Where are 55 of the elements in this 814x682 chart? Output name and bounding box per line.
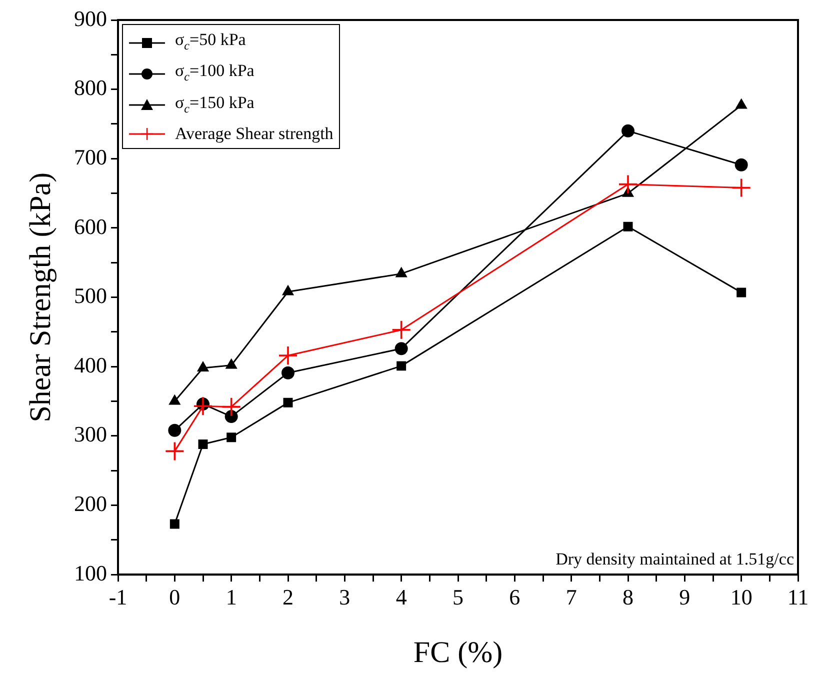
x-tick-label: 2 — [282, 584, 294, 610]
point — [282, 285, 294, 296]
x-tick-label: 5 — [452, 584, 464, 610]
point — [197, 362, 209, 372]
y-tick-label: 200 — [74, 491, 107, 516]
annotation: Dry density maintained at 1.51g/cc — [556, 550, 794, 569]
y-tick-label: 300 — [74, 422, 107, 447]
point — [618, 174, 638, 194]
x-tick-label: 1 — [226, 584, 237, 610]
x-tick-label: -1 — [108, 584, 128, 610]
point — [221, 396, 242, 417]
point — [731, 178, 752, 198]
y-tick-label: 100 — [74, 560, 107, 586]
y-tick-label: 900 — [74, 6, 107, 31]
x-tick-label: 8 — [622, 584, 634, 610]
x-tick-label: 7 — [566, 584, 577, 610]
point — [226, 432, 236, 442]
point — [278, 346, 298, 366]
x-tick-label: 11 — [787, 584, 809, 610]
legend-label: σ$_{c}$=50 kPa — [175, 29, 246, 54]
x-tick-label: 9 — [679, 584, 690, 610]
y-tick-label: 500 — [74, 283, 107, 308]
point — [734, 158, 748, 172]
y-tick-label: 400 — [74, 352, 107, 378]
point — [198, 440, 208, 450]
point — [736, 98, 748, 109]
x-tick-label: 6 — [509, 584, 520, 610]
point — [622, 124, 634, 138]
point — [736, 288, 746, 298]
point — [391, 320, 412, 340]
point — [396, 361, 406, 371]
legend-label: σ$_{c}$=100 kPa — [175, 60, 254, 86]
x-tick-label: 4 — [396, 584, 407, 610]
x-tick-label: 10 — [730, 584, 752, 610]
legend-label: Average Shear strength — [175, 123, 334, 146]
point — [283, 398, 293, 408]
point — [170, 519, 180, 529]
x-tick-label: 0 — [169, 584, 180, 610]
point — [623, 222, 633, 232]
point — [224, 410, 238, 424]
x-tick-label: 3 — [339, 584, 350, 610]
point — [193, 396, 213, 416]
point — [168, 424, 182, 437]
x-axis-title: FC (%) — [413, 636, 503, 669]
point — [226, 358, 238, 369]
point — [168, 394, 180, 405]
point — [282, 366, 294, 380]
y-tick-label: 800 — [74, 75, 107, 100]
y-tick-label: 700 — [74, 144, 107, 170]
point — [164, 441, 185, 462]
point — [396, 267, 408, 278]
y-tick-label: 600 — [74, 214, 107, 239]
point — [394, 342, 408, 356]
y-axis-title: Shear Strength (kPa) — [24, 172, 57, 422]
legend-label: σ$_{c}$=150 kPa — [175, 92, 254, 118]
